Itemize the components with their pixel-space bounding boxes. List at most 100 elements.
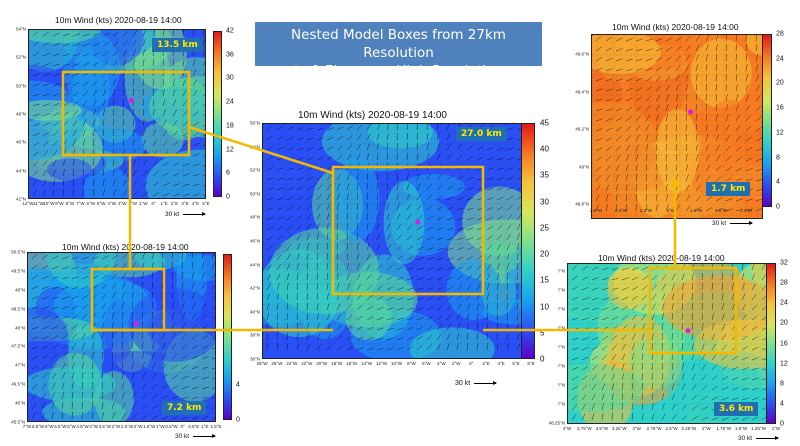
longitude-label: 3°W: [117, 201, 127, 206]
longitude-label: 1°E: [201, 424, 209, 429]
colorbar-tick-label: 0: [540, 354, 545, 364]
longitude-label: 26°W: [271, 361, 283, 366]
longitude-label: 2°E: [482, 361, 490, 366]
longitude-label: 5°W: [97, 201, 106, 206]
longitude-label: 11°W: [33, 201, 44, 206]
colorbar-tick-label: 0: [236, 416, 240, 424]
longitude-label: 3.75°W: [577, 426, 592, 431]
latitude-label: 49°N: [578, 164, 589, 169]
latitude-label: 54°N: [15, 26, 26, 32]
longitude-label: 0°: [469, 361, 474, 366]
longitude-label: 12°W: [22, 201, 34, 206]
colorbar-tick-label: 25: [540, 223, 549, 233]
longitude-label: 2°E: [170, 201, 179, 206]
colorbar-tick-label: 8: [780, 380, 784, 388]
latitude-label: 48°N: [249, 214, 260, 220]
wind-map[interactable]: [27, 252, 216, 422]
colorbar-tick-label: 12: [780, 360, 788, 368]
reference-vector: 30 kt: [712, 220, 754, 227]
location-marker: [415, 219, 421, 225]
colorbar-tick-label: 12: [776, 129, 784, 137]
latitude-label: 38°N: [249, 332, 260, 338]
longitude-label: 9°W: [55, 201, 64, 206]
colorbar: [762, 34, 772, 207]
panel-title: 10m Wind (kts) 2020-08-19 14:00: [298, 110, 447, 121]
latitude-label: ?°N: [557, 382, 565, 388]
longitude-label: 3°E: [181, 201, 189, 206]
longitude-label: 3°W: [632, 426, 641, 431]
reference-arrow-icon: [474, 380, 498, 385]
reference-arrow-icon: [183, 211, 207, 216]
latitude-labels: 49.6°N 49.4°N 49.2°N 49°N 48.8°N: [560, 51, 589, 207]
location-marker: [128, 98, 134, 104]
reference-vector: 30 kt: [165, 211, 207, 218]
longitude-label: 1°W: [156, 424, 165, 429]
reference-vector: 30 kt: [455, 380, 498, 387]
colorbar-tick-label: 24: [226, 98, 234, 106]
latitude-label: 46°N: [249, 238, 260, 244]
longitude-label: 10°W: [390, 361, 403, 366]
panel-3-6km: 10m Wind (kts) 2020-08-19 14:00 3.6 km 3…: [540, 248, 800, 446]
colorbar-tick-label: 8: [776, 154, 780, 162]
colorbar-tick-label: 20: [540, 249, 549, 259]
colorbar-tick-label: 28: [776, 30, 784, 38]
latitude-label: 44°N: [15, 168, 26, 174]
colorbar-tick-label: 18: [226, 122, 234, 130]
longitude-label: 20°W: [316, 361, 328, 366]
colorbar-tick-label: 24: [776, 55, 784, 63]
panel-1-7km: 10m Wind (kts) 2020-08-19 14:00 1.7 km 2…: [560, 15, 800, 230]
longitude-label: 7°W: [22, 424, 32, 429]
colorbar: [223, 254, 232, 420]
longitude-label: 0°: [151, 201, 156, 206]
latitude-label: 44°N: [249, 262, 260, 268]
longitude-label: 24°W: [286, 361, 298, 366]
main-title-line1: Nested Model Boxes from 27km Resolution: [291, 27, 506, 61]
latitude-label: ?°N: [557, 306, 565, 312]
longitude-label: 8°E: [527, 361, 535, 366]
resolution-badge: 1.7 km: [706, 182, 751, 196]
wind-map[interactable]: [262, 123, 531, 359]
latitude-label: 49.6°N: [575, 51, 589, 57]
panel-title: 10m Wind (kts) 2020-08-19 14:00: [612, 22, 739, 32]
latitude-label: 49.2°N: [575, 126, 589, 132]
latitude-labels: 54°N 52°N 50°N 48°N 46°N 44°N 42°N: [2, 26, 26, 202]
longitude-label: 2.5°W: [120, 424, 134, 429]
longitude-labels: 4°W 3.75°W 3.5°W 3.25°W 3°W 2.75°W 2.5°W 2.25°W…: [563, 426, 781, 434]
longitude-label: 1°E: [160, 201, 168, 206]
colorbar-tick-label: 10: [540, 302, 549, 312]
longitude-label: 2°W: [128, 201, 137, 206]
colorbar-tick-label: 35: [540, 170, 549, 180]
latitude-label: 47°N: [14, 362, 25, 368]
panel-title: 10m Wind (kts) 2020-08-19 14:00: [598, 253, 725, 263]
longitude-labels: 7°W 6.5°W 6°W 5.5°W 5°W 4.5°W 4°W 3.5°W 3°W 2.5°W…: [23, 424, 222, 432]
wind-map[interactable]: [28, 29, 206, 199]
longitude-label: 2.5°W: [665, 426, 678, 431]
location-marker: [688, 109, 694, 115]
colorbar-tick-label: 16: [776, 104, 784, 112]
longitude-label: 6.5°W: [31, 424, 45, 429]
latitude-label: 48°N: [15, 111, 26, 117]
latitude-label: 50°N: [249, 191, 260, 197]
panel-27km: 10m Wind (kts) 2020-08-19 14:00 27.0 km …: [240, 100, 560, 400]
colorbar-tick-label: 30: [540, 197, 549, 207]
latitude-label: 40°N: [249, 309, 260, 315]
longitude-label: 5°E: [202, 201, 210, 206]
latitude-label: 49.4°N: [575, 89, 589, 94]
colorbar-tick-label: 15: [540, 275, 549, 285]
colorbar-tick-label: 20: [780, 319, 788, 327]
longitude-label: 1°W: [138, 201, 148, 206]
reference-vector: 30 kt: [738, 435, 780, 442]
colorbar-tick-label: 16: [780, 340, 788, 347]
resolution-badge: 7.2 km: [162, 401, 207, 415]
reference-arrow-icon: [730, 220, 754, 225]
reference-arrow-icon: [756, 435, 780, 440]
longitude-label: 1.25°W: [751, 426, 766, 431]
colorbar-tick-label: 0: [776, 203, 780, 211]
reference-vector: 30 kt: [175, 433, 217, 440]
latitude-labels: 50.5°N 49.5°N 49°N 48.5°N 48°N 47.5°N 47°N 46.5…: [0, 250, 25, 425]
colorbar-labels: 28 24 20 16 12 8 4 0: [776, 30, 796, 211]
longitude-label: 0.5°W: [165, 424, 178, 429]
wind-map[interactable]: [567, 263, 776, 424]
latitude-label: 48.25°N: [548, 420, 565, 426]
latitude-label: 52°N: [15, 54, 26, 60]
